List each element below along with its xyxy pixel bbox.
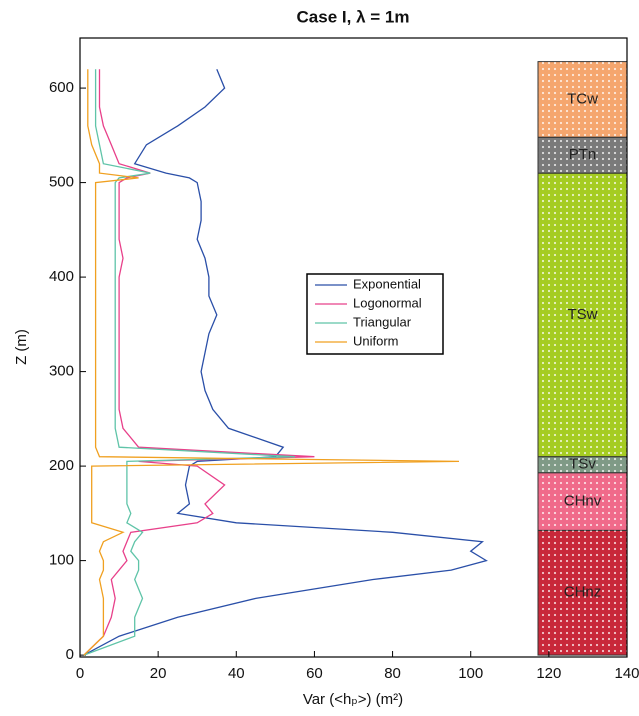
layer-label: TCw xyxy=(567,90,598,107)
x-tick-label: 20 xyxy=(150,665,167,682)
legend-label: Triangular xyxy=(353,314,412,329)
y-axis-label: Z (m) xyxy=(13,329,30,365)
chart-title: Case I, λ = 1m xyxy=(297,7,410,26)
layer-texture xyxy=(538,472,627,531)
y-tick-label: 400 xyxy=(49,268,74,285)
y-tick-label: 300 xyxy=(49,363,74,380)
layer-label: CHnv xyxy=(564,493,602,510)
y-tick-label: 100 xyxy=(49,552,74,569)
layer-label: CHnz xyxy=(564,584,602,601)
y-tick-label: 200 xyxy=(49,457,74,474)
y-tick-label: 0 xyxy=(66,646,74,663)
series-line xyxy=(83,69,295,656)
layer-label: TSw xyxy=(568,306,598,323)
series-line xyxy=(83,68,488,656)
x-tick-label: 140 xyxy=(614,665,639,682)
plot-frame xyxy=(79,37,628,658)
layer-texture xyxy=(538,173,627,457)
layer-texture xyxy=(538,530,627,656)
x-tick-label: 60 xyxy=(306,665,323,682)
legend-label: Uniform xyxy=(353,333,399,348)
legend-box xyxy=(306,273,444,355)
x-tick-label: 40 xyxy=(228,665,245,682)
series-line xyxy=(83,69,460,656)
layer-label: PTn xyxy=(569,146,597,163)
x-tick-label: 0 xyxy=(76,665,84,682)
x-tick-label: 100 xyxy=(458,665,483,682)
layer-texture xyxy=(538,137,627,174)
legend-label: Logonormal xyxy=(353,295,422,310)
y-tick-label: 600 xyxy=(49,79,74,96)
y-tick-label: 500 xyxy=(49,174,74,191)
x-tick-label: 80 xyxy=(384,665,401,682)
layer-texture xyxy=(538,61,627,138)
x-tick-label: 120 xyxy=(536,665,561,682)
legend-label: Exponential xyxy=(353,276,421,291)
layer-label: TSv xyxy=(569,456,596,473)
series-line xyxy=(83,69,315,656)
x-axis-label: Var (<hₚ>) (m²) xyxy=(303,691,403,708)
layer-texture xyxy=(538,456,627,473)
